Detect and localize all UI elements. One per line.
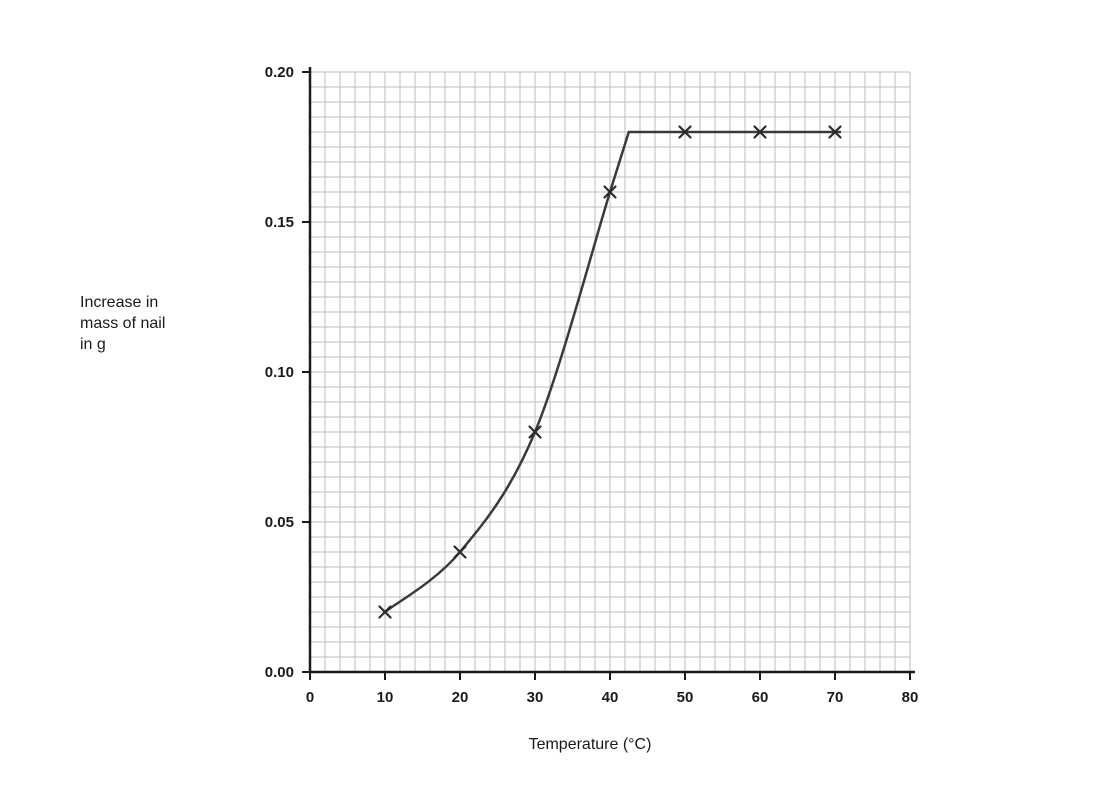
x-tick-label: 30 — [527, 689, 544, 706]
data-point-marker — [678, 125, 692, 139]
y-tick-label: 0.00 — [265, 664, 294, 681]
data-point-marker — [753, 125, 767, 139]
x-tick-label: 80 — [902, 689, 919, 706]
x-tick-label: 20 — [452, 689, 469, 706]
x-tick-label: 40 — [602, 689, 619, 706]
data-point-marker — [453, 545, 467, 559]
x-tick-label: 50 — [677, 689, 694, 706]
grid — [309, 71, 911, 673]
x-tick-label: 70 — [827, 689, 844, 706]
tick-marks — [302, 71, 911, 680]
y-tick-label: 0.05 — [265, 514, 294, 531]
x-tick-label: 60 — [752, 689, 769, 706]
axes — [308, 67, 915, 674]
y-axis-label: Increase in mass of nail in g — [80, 293, 165, 355]
data-point-marker — [528, 425, 542, 439]
y-tick-label: 0.20 — [265, 64, 294, 81]
x-tick-label: 10 — [377, 689, 394, 706]
data-markers — [378, 125, 842, 619]
y-axis-label-line-3: in g — [80, 335, 106, 353]
y-axis-label-line-1: Increase in — [80, 294, 159, 311]
y-axis-label-line-2: mass of nail — [80, 314, 166, 332]
data-curve — [384, 130, 841, 613]
data-point-marker — [603, 185, 617, 199]
tick-labels: 0 10 20 30 40 50 60 70 80 0.00 0.05 0.10 0.15 0.20 — [265, 64, 919, 706]
x-tick-label: 0 — [306, 689, 314, 706]
data-point-marker — [828, 125, 842, 139]
y-tick-label: 0.10 — [265, 364, 294, 381]
x-axis-label: Temperature (°C) — [528, 736, 652, 753]
data-point-marker — [378, 605, 392, 619]
y-tick-label: 0.15 — [265, 214, 294, 231]
